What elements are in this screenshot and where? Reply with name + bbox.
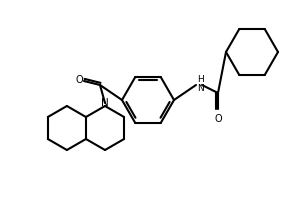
Text: N: N — [101, 98, 109, 108]
Text: O: O — [214, 114, 222, 124]
Text: O: O — [75, 75, 83, 85]
Text: H
N: H N — [197, 75, 204, 93]
